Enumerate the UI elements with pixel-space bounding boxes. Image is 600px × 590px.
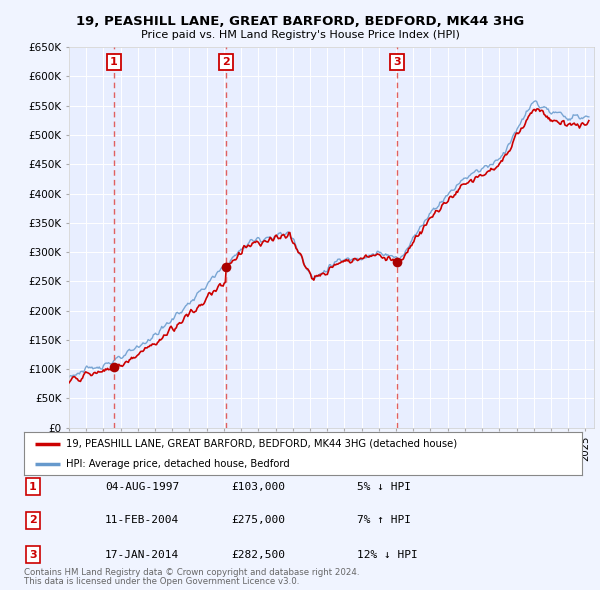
Text: 12% ↓ HPI: 12% ↓ HPI	[357, 550, 418, 559]
Text: £282,500: £282,500	[231, 550, 285, 559]
Text: This data is licensed under the Open Government Licence v3.0.: This data is licensed under the Open Gov…	[24, 578, 299, 586]
Text: 04-AUG-1997: 04-AUG-1997	[105, 482, 179, 491]
Text: 2: 2	[29, 516, 37, 525]
Text: 3: 3	[29, 550, 37, 559]
Text: Contains HM Land Registry data © Crown copyright and database right 2024.: Contains HM Land Registry data © Crown c…	[24, 568, 359, 577]
Text: 5% ↓ HPI: 5% ↓ HPI	[357, 482, 411, 491]
Text: £103,000: £103,000	[231, 482, 285, 491]
Text: 19, PEASHILL LANE, GREAT BARFORD, BEDFORD, MK44 3HG: 19, PEASHILL LANE, GREAT BARFORD, BEDFOR…	[76, 15, 524, 28]
Text: HPI: Average price, detached house, Bedford: HPI: Average price, detached house, Bedf…	[66, 460, 290, 469]
Text: 11-FEB-2004: 11-FEB-2004	[105, 516, 179, 525]
Text: £275,000: £275,000	[231, 516, 285, 525]
Text: 3: 3	[393, 57, 401, 67]
Text: 7% ↑ HPI: 7% ↑ HPI	[357, 516, 411, 525]
Text: 17-JAN-2014: 17-JAN-2014	[105, 550, 179, 559]
Text: 19, PEASHILL LANE, GREAT BARFORD, BEDFORD, MK44 3HG (detached house): 19, PEASHILL LANE, GREAT BARFORD, BEDFOR…	[66, 439, 457, 449]
Text: 2: 2	[222, 57, 230, 67]
Text: 1: 1	[29, 482, 37, 491]
Text: Price paid vs. HM Land Registry's House Price Index (HPI): Price paid vs. HM Land Registry's House …	[140, 30, 460, 40]
Text: 1: 1	[110, 57, 118, 67]
